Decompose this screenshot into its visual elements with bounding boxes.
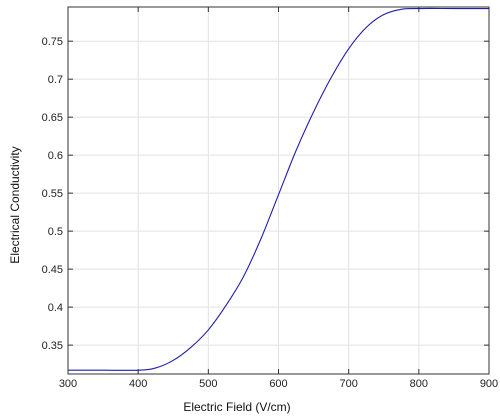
x-tick-label: 300: [59, 378, 77, 390]
x-tick-label: 800: [410, 378, 428, 390]
y-tick-label: 0.35: [42, 340, 63, 352]
x-tick-label: 700: [339, 378, 357, 390]
x-tick-label: 400: [129, 378, 147, 390]
y-tick-label: 0.7: [48, 74, 63, 86]
y-tick-label: 0.5: [48, 226, 63, 238]
y-axis: 0.35 0.4 0.45 0.5 0.55 0.6 0.65 0.7 0.75: [42, 36, 489, 352]
y-tick-label: 0.65: [42, 112, 63, 124]
y-tick-label: 0.55: [42, 188, 63, 200]
y-tick-label: 0.75: [42, 36, 63, 48]
x-axis: 300 400 500 600 700 800 900: [59, 7, 498, 390]
x-tick-label: 500: [199, 378, 217, 390]
grid: [67, 7, 490, 374]
y-tick-label: 0.45: [42, 264, 63, 276]
x-tick-label: 600: [269, 378, 287, 390]
y-tick-label: 0.6: [48, 150, 63, 162]
y-axis-title: Electrical Conductivity: [8, 146, 22, 263]
series-line: [67, 7, 489, 371]
x-tick-label: 900: [480, 378, 498, 390]
y-tick-label: 0.4: [48, 302, 63, 314]
series-group: [67, 7, 489, 371]
x-axis-title: Electric Field (V/cm): [183, 400, 290, 414]
